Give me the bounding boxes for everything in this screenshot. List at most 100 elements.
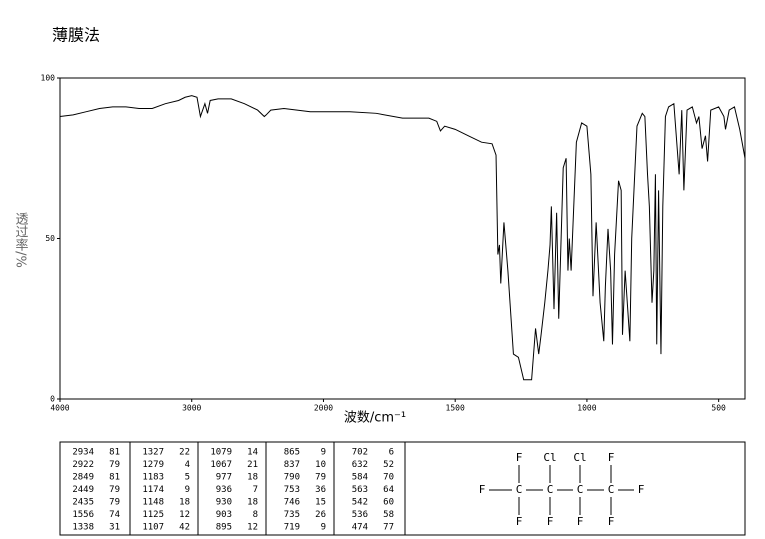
y-axis-label: 透过率/% xyxy=(13,212,29,268)
peak-wavenumber: 474 xyxy=(352,523,368,533)
peak-transmittance: 14 xyxy=(247,448,258,458)
peak-wavenumber: 1079 xyxy=(210,448,232,458)
atom: Cl xyxy=(573,451,586,464)
peak-transmittance: 42 xyxy=(179,523,190,533)
peak-wavenumber: 837 xyxy=(284,460,300,470)
peak-transmittance: 18 xyxy=(179,498,190,508)
peak-transmittance: 12 xyxy=(247,523,258,533)
peak-wavenumber: 584 xyxy=(352,473,368,483)
peak-wavenumber: 2934 xyxy=(72,448,94,458)
atom: F xyxy=(608,515,615,528)
peak-transmittance: 15 xyxy=(315,498,326,508)
peak-wavenumber: 1107 xyxy=(142,523,164,533)
peak-transmittance: 52 xyxy=(383,460,394,470)
atom: F xyxy=(547,515,554,528)
peak-wavenumber: 903 xyxy=(216,510,232,520)
peak-wavenumber: 563 xyxy=(352,485,368,495)
peak-wavenumber: 936 xyxy=(216,485,232,495)
peak-wavenumber: 1067 xyxy=(210,460,232,470)
peak-wavenumber: 2449 xyxy=(72,485,94,495)
peak-wavenumber: 632 xyxy=(352,460,368,470)
spectrum-line xyxy=(59,95,746,381)
peak-transmittance: 70 xyxy=(383,473,394,483)
peak-wavenumber: 2849 xyxy=(72,473,94,483)
atom: F xyxy=(479,483,486,496)
peak-wavenumber: 542 xyxy=(352,498,368,508)
x-tick-label: 4000 xyxy=(50,404,69,413)
peak-transmittance: 10 xyxy=(315,460,326,470)
peak-transmittance: 81 xyxy=(109,448,120,458)
peak-wavenumber: 1148 xyxy=(142,498,164,508)
peak-transmittance: 9 xyxy=(185,485,190,495)
peak-wavenumber: 930 xyxy=(216,498,232,508)
peak-transmittance: 18 xyxy=(247,498,258,508)
peak-wavenumber: 895 xyxy=(216,523,232,533)
atom: F xyxy=(638,483,645,496)
y-tick-label: 0 xyxy=(50,395,55,404)
peak-wavenumber: 1327 xyxy=(142,448,164,458)
atom: C xyxy=(577,483,584,496)
peak-transmittance: 4 xyxy=(185,460,190,470)
peak-transmittance: 79 xyxy=(109,498,120,508)
peak-wavenumber: 1125 xyxy=(142,510,164,520)
peak-wavenumber: 2435 xyxy=(72,498,94,508)
atom: C xyxy=(608,483,615,496)
peak-wavenumber: 719 xyxy=(284,523,300,533)
atom: F xyxy=(516,515,523,528)
atom: F xyxy=(608,451,615,464)
peak-wavenumber: 1338 xyxy=(72,523,94,533)
bonds xyxy=(489,465,634,515)
peak-transmittance: 22 xyxy=(179,448,190,458)
x-tick-label: 2000 xyxy=(314,404,333,413)
x-tick-label: 1500 xyxy=(446,404,465,413)
peak-transmittance: 36 xyxy=(315,485,326,495)
chart-title: 薄膜法 xyxy=(52,26,100,45)
peak-transmittance: 31 xyxy=(109,523,120,533)
peak-wavenumber: 2922 xyxy=(72,460,94,470)
peak-transmittance: 79 xyxy=(315,473,326,483)
peak-wavenumber: 1174 xyxy=(142,485,164,495)
peak-transmittance: 21 xyxy=(247,460,258,470)
peak-wavenumber: 536 xyxy=(352,510,368,520)
atom: C xyxy=(547,483,554,496)
y-tick-label: 100 xyxy=(41,74,56,83)
peak-wavenumber: 977 xyxy=(216,473,232,483)
plot-frame xyxy=(59,77,746,400)
peak-transmittance: 9 xyxy=(321,523,326,533)
peak-transmittance: 74 xyxy=(109,510,120,520)
x-tick-label: 1000 xyxy=(577,404,596,413)
peak-transmittance: 60 xyxy=(383,498,394,508)
x-tick-label: 3000 xyxy=(182,404,201,413)
peak-wavenumber: 702 xyxy=(352,448,368,458)
peak-wavenumber: 1183 xyxy=(142,473,164,483)
peak-wavenumber: 790 xyxy=(284,473,300,483)
peak-wavenumber: 1279 xyxy=(142,460,164,470)
peak-transmittance: 81 xyxy=(109,473,120,483)
peak-transmittance: 5 xyxy=(185,473,190,483)
peak-transmittance: 9 xyxy=(321,448,326,458)
peak-wavenumber: 753 xyxy=(284,485,300,495)
x-axis-label: 波数/cm⁻¹ xyxy=(344,411,406,426)
peak-transmittance: 79 xyxy=(109,485,120,495)
peak-transmittance: 12 xyxy=(179,510,190,520)
peak-wavenumber: 746 xyxy=(284,498,300,508)
peak-transmittance: 18 xyxy=(247,473,258,483)
peak-transmittance: 8 xyxy=(253,510,258,520)
peak-wavenumber: 735 xyxy=(284,510,300,520)
x-tick-label: 500 xyxy=(711,404,726,413)
atom: Cl xyxy=(543,451,556,464)
peak-transmittance: 77 xyxy=(383,523,394,533)
peak-transmittance: 7 xyxy=(253,485,258,495)
table-frame xyxy=(59,441,746,536)
atom: F xyxy=(577,515,584,528)
peak-transmittance: 79 xyxy=(109,460,120,470)
peak-wavenumber: 1556 xyxy=(72,510,94,520)
peak-wavenumber: 865 xyxy=(284,448,300,458)
peak-transmittance: 26 xyxy=(315,510,326,520)
atom: C xyxy=(516,483,523,496)
peak-transmittance: 64 xyxy=(383,485,394,495)
peak-transmittance: 6 xyxy=(389,448,394,458)
y-tick-label: 50 xyxy=(45,234,55,243)
atom: F xyxy=(516,451,523,464)
